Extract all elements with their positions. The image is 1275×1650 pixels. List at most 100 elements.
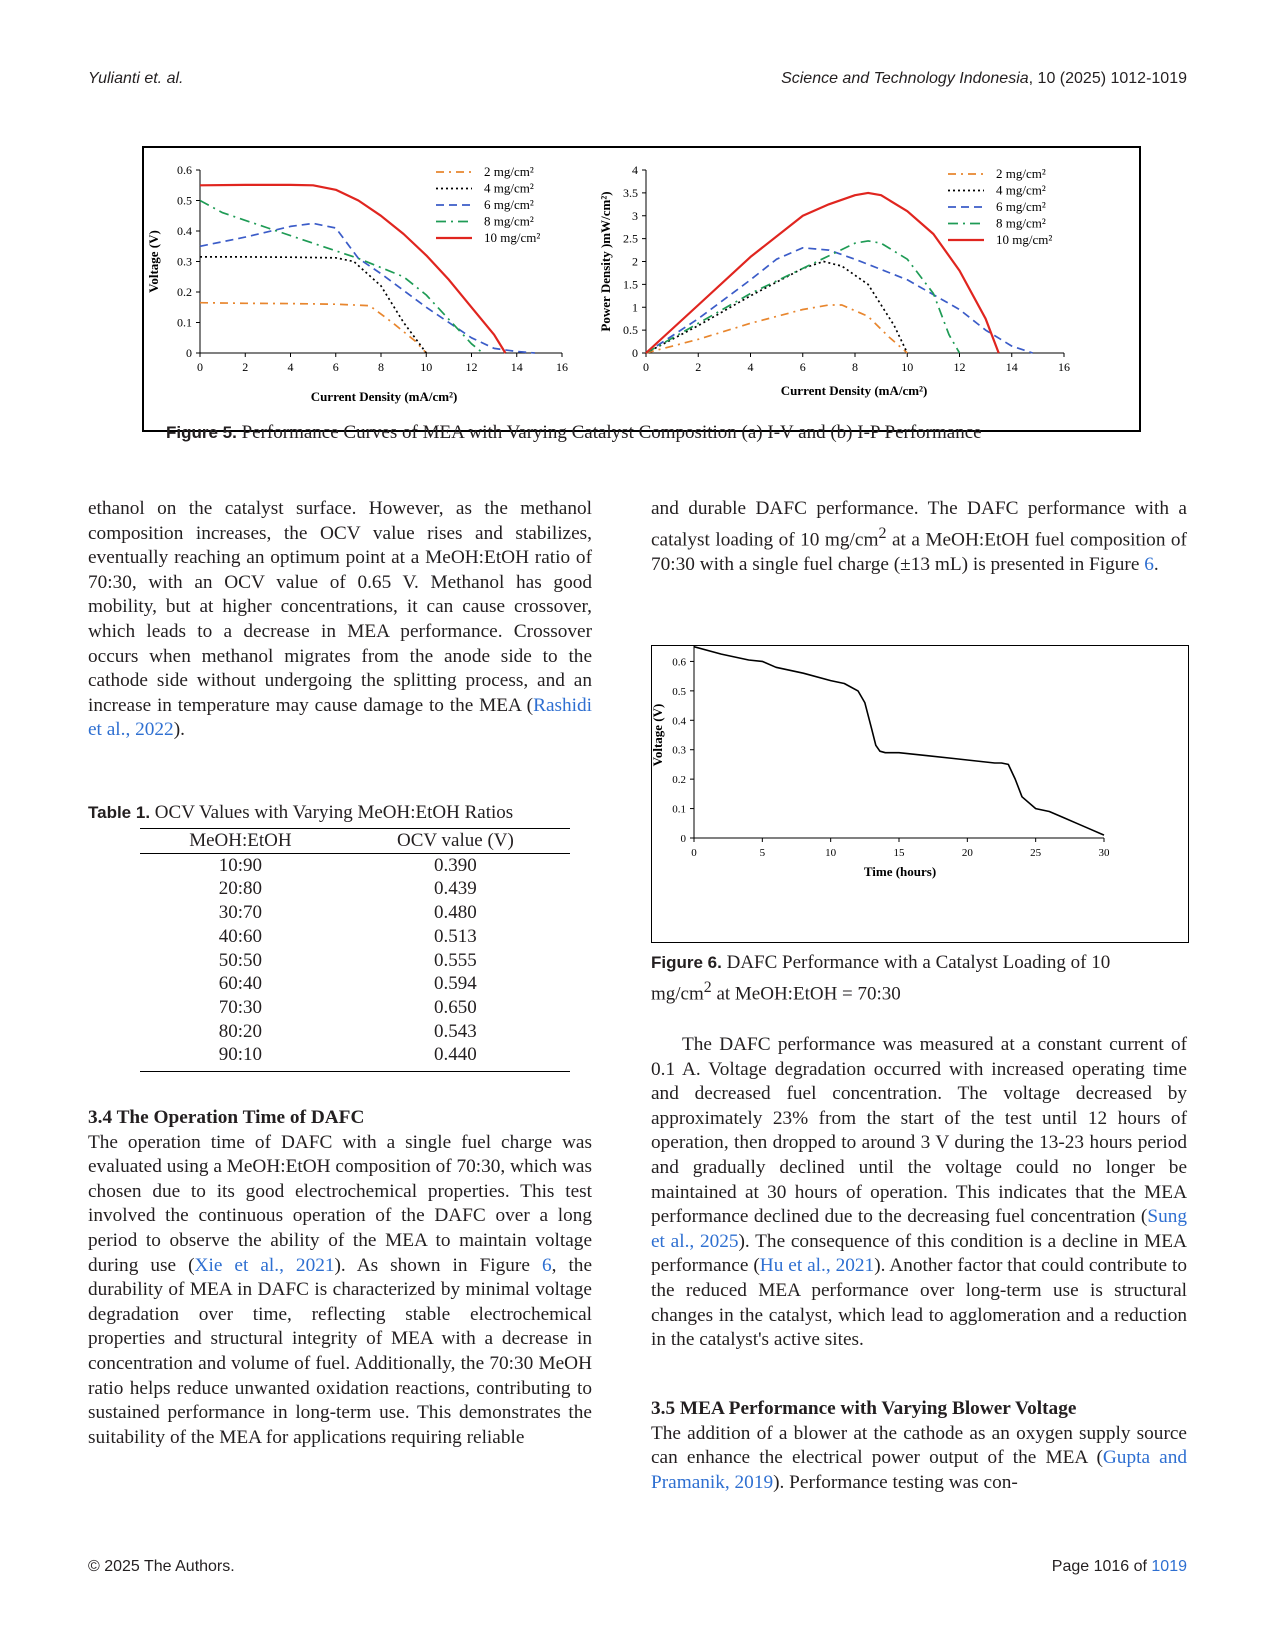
running-header-journal: Science and Technology Indonesia, 10 (20… [781,70,1187,88]
text: The addition of a blower at the cathode … [651,1422,1187,1469]
text: and durable DAFC performance. The DAFC p… [651,498,1187,551]
x-tick-label: 0 [643,360,649,374]
x-tick-label: 6 [333,360,339,374]
y-tick-label: 0.4 [177,224,192,238]
right-column-intro: and durable DAFC performance. The DAFC p… [651,497,1187,577]
section-heading-3-5: 3.5 MEA Performance with Varying Blower … [651,1398,1077,1419]
x-tick-label: 10 [825,847,837,859]
section-3-5: 3.5 MEA Performance with Varying Blower … [651,1397,1187,1495]
x-tick-label: 2 [695,360,701,374]
text: , the durability of MEA in DAFC is chara… [88,1254,592,1448]
cell-ocv: 0.390 [434,854,477,876]
legend-label: 10 mg/cm² [996,232,1052,247]
x-tick-label: 20 [962,847,974,859]
legend-label: 2 mg/cm² [996,166,1046,181]
series-line [645,240,961,354]
y-tick-label: 0.3 [177,255,192,269]
y-tick-label: 0 [632,346,638,360]
y-tick-label: 0.1 [672,804,686,816]
cell-ocv: 0.439 [434,878,477,900]
right-column-body: The DAFC performance was measured at a c… [651,1033,1187,1353]
y-tick-label: 0.4 [672,715,686,727]
citation-rashidi[interactable]: Rashidi et al., 2022 [88,694,592,741]
legend-label: 4 mg/cm² [484,181,534,196]
total-pages-link[interactable]: 1019 [1151,1558,1187,1575]
cell-ratio: 80:20 [218,1020,263,1042]
text: ). Another factor that could contribute … [651,1255,1188,1351]
x-tick-label: 12 [954,360,966,374]
superscript: 2 [703,979,712,996]
figure-5-caption: Figure 5. Performance Curves of MEA with… [166,420,1126,445]
footer-page-number: Page 1016 of 1019 [1052,1558,1187,1576]
cell-ocv: 0.480 [434,902,477,924]
x-tick-label: 14 [511,360,523,374]
y-tick-label: 0.5 [672,686,686,698]
table-1-label: Table 1. [88,803,151,822]
x-tick-label: 5 [760,847,766,859]
text: The DAFC performance was measured at a c… [651,1034,1187,1228]
cell-ratio: 60:40 [218,973,263,995]
series-line [200,256,427,354]
y-tick-label: 0.3 [672,745,686,757]
y-tick-label: 0.2 [672,774,686,786]
y-tick-label: 3 [632,209,638,223]
text: ). Performance testing was con- [773,1471,1018,1493]
running-header-authors: Yulianti et. al. [88,70,184,87]
legend-label: 2 mg/cm² [484,164,534,179]
x-tick-label: 14 [1006,360,1018,374]
citation-xie[interactable]: Xie et al., 2021 [194,1254,335,1276]
figure-6-link[interactable]: 6 [541,1254,552,1276]
table-1: MeOH:EtOH OCV value (V) 10:90 0.390 20:80 0… [140,828,570,1073]
journal-volume: , 10 (2025) 1012-1019 [1028,70,1187,87]
superscript: 2 [878,524,887,542]
text: . [1153,553,1159,575]
cell-ratio: 10:90 [218,854,263,876]
section-3-4: 3.4 The Operation Time of DAFC The opera… [88,1106,592,1450]
cell-ocv: 0.594 [434,973,477,995]
paragraph-ocv: ethanol on the catalyst surface. However… [88,497,592,743]
y-axis-title: Voltage (V) [652,704,665,767]
series-line [199,301,427,354]
citation-hu[interactable]: Hu et al., 2021 [759,1255,875,1277]
legend-label: 10 mg/cm² [484,230,540,245]
table-row: 70:30 0.650 [140,996,570,1020]
y-tick-label: 4 [632,163,638,177]
table-row: 80:20 0.543 [140,1020,570,1044]
text: The operation time of DAFC with a single… [88,1131,592,1276]
x-tick-label: 16 [1058,360,1070,374]
y-axis-title: Power Density )mW/cm²) [598,191,613,331]
table-header-ocv: OCV value (V) [340,828,570,854]
series-line [199,183,507,354]
cell-ratio: 40:60 [218,925,263,947]
figure-6-link[interactable]: 6 [1144,553,1154,575]
text: ). [173,719,185,741]
cell-ocv: 0.543 [434,1020,477,1042]
table-row: 20:80 0.439 [140,877,570,901]
x-tick-label: 4 [288,360,294,374]
y-tick-label: 0.5 [177,194,192,208]
series-line [645,304,908,354]
table-row: 30:70 0.480 [140,901,570,925]
x-tick-label: 4 [748,360,754,374]
citation-sung[interactable]: Sung et al., 2025 [651,1206,1187,1252]
text: at a MeOH:EtOH fuel composition of 70:30… [651,529,1187,575]
series-line [693,645,1105,836]
series-line [199,199,484,354]
x-tick-label: 16 [556,360,568,374]
y-tick-label: 1.5 [623,277,638,291]
text: ). The consequence of this condition is … [651,1230,1187,1277]
x-tick-label: 25 [1030,847,1042,859]
legend-label: 6 mg/cm² [996,199,1046,214]
journal-name: Science and Technology Indonesia [781,70,1029,87]
page-label: Page 1016 of [1051,1558,1152,1575]
x-axis-title: Time (hours) [864,864,936,879]
figure-5-charts: 0 2 4 6 8 10 12 14 1600.10.20.30.40.50.6Current … [146,163,1070,404]
figure-5-label: Figure 5. [166,423,237,442]
citation-gupta[interactable]: Gupta and Pramanik, 2019 [651,1447,1187,1493]
y-tick-label: 3.5 [623,186,638,200]
table-1-title: Table 1. OCV Values with Varying MeOH:Et… [88,802,513,824]
cell-ratio: 70:30 [218,996,263,1018]
table-row: 90:10 0.440 [140,1043,570,1073]
